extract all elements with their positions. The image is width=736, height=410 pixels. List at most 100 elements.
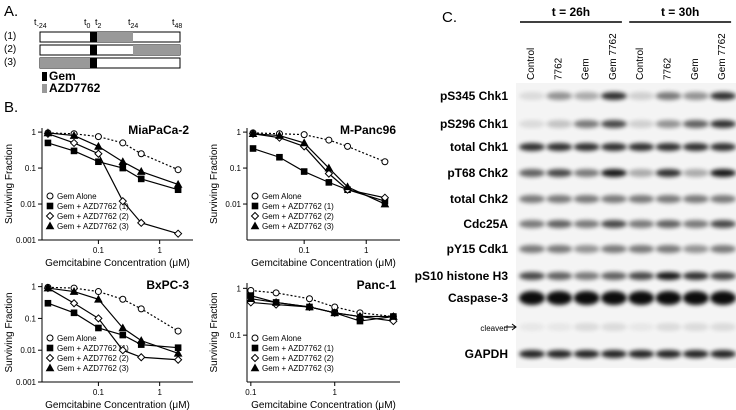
legend-label: Gem + AZD7762 (3) (262, 364, 334, 373)
marker (94, 288, 102, 296)
band (655, 195, 682, 203)
y-tick-label: 1 (32, 283, 37, 292)
marker (381, 158, 389, 166)
band (519, 350, 545, 358)
band (628, 143, 655, 151)
marker (69, 287, 79, 295)
band (573, 245, 600, 253)
legend-marker (250, 221, 260, 230)
legend-label: Gem + AZD7762 (2) (57, 212, 129, 221)
legend-label: Gem + AZD7762 (3) (262, 222, 334, 231)
marker (137, 150, 145, 158)
marker (276, 153, 283, 161)
marker (119, 164, 127, 172)
legend-swatch (42, 72, 47, 81)
marker (173, 179, 183, 188)
panel-label: A. (4, 3, 18, 20)
x-axis-label: Gemcitabine Concentration (μM) (45, 258, 190, 269)
marker (136, 336, 146, 344)
band (682, 143, 709, 151)
lane-label: Gem (690, 58, 701, 80)
series-line (250, 289, 394, 318)
marker (272, 289, 280, 297)
x-tick-label: 0.1 (245, 388, 257, 397)
legend-marker (251, 192, 259, 200)
series-line (47, 287, 179, 361)
legend-marker (45, 211, 55, 221)
y-tick-label: 0.1 (25, 314, 37, 323)
band (628, 350, 655, 358)
band (546, 143, 573, 151)
legend-marker (46, 334, 54, 342)
band (519, 169, 545, 177)
band (546, 120, 573, 128)
legend-label: Gem + AZD7762 (1) (262, 202, 334, 211)
band (682, 169, 709, 177)
y-tick-label: 0.01 (20, 346, 36, 355)
marker (343, 182, 352, 191)
band (546, 195, 573, 203)
band (600, 195, 627, 203)
band (600, 323, 627, 331)
band (600, 350, 627, 358)
legend-marker (251, 202, 259, 210)
legend-marker (45, 221, 55, 230)
legend-label: Gem + AZD7762 (2) (262, 212, 334, 221)
band (546, 245, 573, 253)
x-tick-label: 0.1 (93, 246, 105, 255)
band (546, 272, 573, 280)
legend-label: AZD7762 (49, 81, 101, 95)
band (710, 245, 736, 253)
band (573, 120, 600, 128)
marker (94, 149, 103, 158)
marker (275, 131, 284, 139)
legend-marker (45, 363, 55, 372)
t-sub: 48 (175, 23, 183, 30)
group-label: t = 30h (661, 5, 699, 19)
panel-c: t = 26h Control 7762 Gem Gem 7762 t = 30h Cont… (415, 5, 736, 368)
chart: 0.001 0.01 0.1 1 0.1 1 BxPC-3 Gemcitabine Conce… (4, 278, 193, 410)
marker (389, 316, 398, 326)
series-line (47, 286, 179, 332)
marker (249, 145, 257, 152)
t: t (128, 17, 131, 27)
marker (299, 138, 309, 147)
band (600, 291, 627, 305)
band (710, 143, 736, 151)
band (573, 291, 600, 305)
chart-title: BxPC-3 (146, 278, 189, 292)
chart: 0.001 0.01 0.1 1 0.1 1 MiaPaCa-2 Gemcitabine Co… (4, 123, 193, 269)
marker (95, 324, 102, 332)
azd-block (97, 32, 133, 42)
series-line (47, 133, 179, 235)
band (546, 323, 573, 331)
y-tick-label: 0.1 (25, 164, 37, 173)
lane-label: Gem 7762 (717, 33, 728, 80)
x-axis-label: Gemcitabine Concentration (μM) (251, 400, 396, 410)
panel-label: B. (4, 99, 18, 116)
row-label: pS296 Chk1 (440, 117, 508, 131)
t: t (172, 17, 175, 27)
band (600, 92, 627, 100)
y-axis-label: Surviving Fraction (4, 144, 15, 224)
band (573, 350, 600, 358)
arrow (504, 323, 517, 331)
band (519, 272, 545, 280)
marker (69, 138, 79, 148)
legend-label: Gem + AZD7762 (2) (57, 354, 129, 363)
marker (355, 312, 365, 320)
chart-title: Panc-1 (357, 278, 397, 292)
band (628, 169, 655, 177)
row-label: (3) (4, 57, 16, 68)
marker (69, 299, 79, 308)
legend-label: Gem Alone (57, 192, 97, 201)
row-label: pY15 Cdk1 (447, 242, 509, 256)
band (519, 92, 545, 100)
series-line (250, 298, 394, 318)
chart-title: MiaPaCa-2 (128, 123, 189, 137)
band (519, 220, 545, 228)
band (710, 323, 736, 331)
marker (137, 218, 146, 228)
marker (118, 157, 128, 166)
legend-marker (46, 192, 54, 200)
